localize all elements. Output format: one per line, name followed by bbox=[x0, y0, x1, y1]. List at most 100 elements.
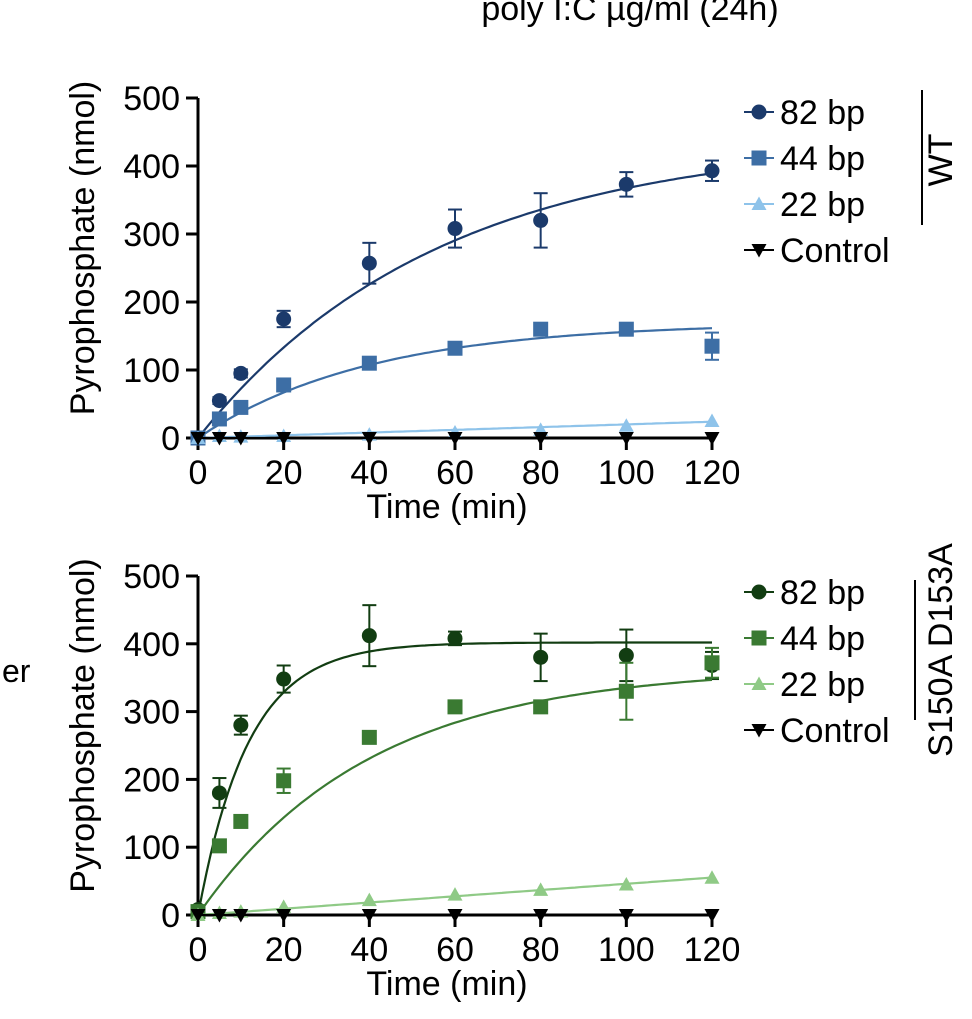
data-point bbox=[361, 729, 377, 745]
data-point bbox=[618, 647, 634, 663]
legend-label: 22 bp bbox=[780, 186, 865, 224]
data-point bbox=[618, 909, 634, 923]
legend-label: 82 bp bbox=[780, 574, 865, 612]
series-control: Control bbox=[190, 232, 890, 446]
x-tick-label: 20 bbox=[265, 931, 303, 969]
data-point bbox=[211, 838, 227, 854]
data-point bbox=[361, 355, 377, 371]
data-point bbox=[361, 909, 377, 923]
y-tick-label: 400 bbox=[123, 148, 180, 186]
data-point bbox=[618, 876, 634, 891]
data-point bbox=[533, 699, 549, 715]
side-fragment: er bbox=[2, 653, 31, 689]
data-point bbox=[704, 413, 720, 427]
data-point bbox=[533, 649, 549, 665]
x-tick-label: 100 bbox=[598, 454, 655, 492]
data-point bbox=[211, 909, 227, 923]
data-point bbox=[704, 909, 720, 923]
y-tick-label: 400 bbox=[123, 626, 180, 664]
data-point bbox=[704, 432, 720, 446]
group-label: WT bbox=[922, 134, 960, 187]
y-tick-label: 500 bbox=[123, 80, 180, 118]
series-control: Control bbox=[190, 712, 890, 923]
x-tick-label: 0 bbox=[189, 931, 208, 969]
chart-panel-wt: 0 100 200 300 400 500 0 20 40 60 80 100 120 Time (min… bbox=[64, 80, 960, 526]
y-tick-label: 300 bbox=[123, 694, 180, 732]
y-tick-label: 200 bbox=[123, 761, 180, 799]
data-point bbox=[447, 630, 463, 646]
data-point bbox=[533, 909, 549, 923]
data-point bbox=[211, 785, 227, 801]
x-tick-label: 60 bbox=[436, 454, 474, 492]
data-point bbox=[276, 432, 292, 446]
data-point bbox=[233, 909, 249, 923]
data-point bbox=[190, 432, 206, 446]
series-82-bp: 82 bp bbox=[190, 94, 865, 446]
data-point bbox=[361, 432, 377, 446]
data-point bbox=[233, 365, 249, 381]
x-tick-label: 20 bbox=[265, 454, 303, 492]
data-point bbox=[361, 628, 377, 644]
data-point bbox=[618, 176, 634, 192]
data-point bbox=[233, 399, 249, 415]
legend-marker bbox=[751, 104, 767, 120]
legend-label: 44 bp bbox=[780, 140, 865, 178]
data-point bbox=[447, 340, 463, 356]
x-tick-label: 80 bbox=[522, 931, 560, 969]
y-tick-label: 100 bbox=[123, 352, 180, 390]
data-point bbox=[276, 773, 292, 789]
data-point bbox=[447, 432, 463, 446]
data-point bbox=[704, 163, 720, 179]
legend-label: Control bbox=[780, 232, 890, 270]
data-point bbox=[276, 377, 292, 393]
data-point bbox=[618, 432, 634, 446]
data-point bbox=[533, 432, 549, 446]
x-tick-label: 0 bbox=[189, 454, 208, 492]
x-tick-label: 40 bbox=[350, 931, 388, 969]
data-point bbox=[447, 909, 463, 923]
legend-marker bbox=[751, 244, 767, 258]
y-tick-label: 200 bbox=[123, 284, 180, 322]
x-tick-label: 40 bbox=[350, 454, 388, 492]
x-tick-label: 120 bbox=[684, 931, 741, 969]
y-tick-label: 300 bbox=[123, 216, 180, 254]
y-axis-title: Pyrophosphate (nmol) bbox=[64, 81, 102, 416]
chart-panel-s150a-d153a: 0 100 200 300 400 500 0 20 40 60 80 100 120 Time (min… bbox=[64, 543, 960, 1003]
data-point bbox=[447, 887, 463, 901]
legend-label: 22 bp bbox=[780, 666, 865, 704]
data-point bbox=[190, 909, 206, 923]
data-point bbox=[533, 321, 549, 337]
series-82-bp: 82 bp bbox=[190, 574, 865, 918]
x-tick-label: 60 bbox=[436, 931, 474, 969]
fit-curve bbox=[196, 641, 712, 916]
data-point bbox=[211, 432, 227, 446]
fit-curve bbox=[197, 678, 713, 916]
group-label: S150A D153A bbox=[922, 543, 960, 757]
x-tick-label: 100 bbox=[598, 931, 655, 969]
data-point bbox=[618, 321, 634, 337]
x-axis-title: Time (min) bbox=[366, 488, 527, 526]
legend-marker bbox=[751, 584, 767, 600]
legend-label: 44 bp bbox=[780, 620, 865, 658]
y-tick-label: 500 bbox=[123, 558, 180, 596]
data-point bbox=[233, 432, 249, 446]
data-point bbox=[276, 671, 292, 687]
data-point bbox=[276, 311, 292, 327]
data-point bbox=[361, 892, 377, 907]
data-point bbox=[533, 882, 549, 896]
data-point bbox=[618, 418, 634, 432]
x-tick-label: 80 bbox=[522, 454, 560, 492]
legend-label: 82 bp bbox=[780, 94, 865, 132]
legend-marker bbox=[751, 150, 767, 166]
y-tick-label: 0 bbox=[161, 897, 180, 935]
data-point bbox=[211, 411, 227, 427]
data-point bbox=[447, 699, 463, 715]
x-axis-title: Time (min) bbox=[366, 965, 527, 1003]
series-44-bp: 44 bp bbox=[190, 620, 865, 920]
legend-marker bbox=[751, 630, 767, 646]
data-point bbox=[233, 717, 249, 733]
data-point bbox=[533, 212, 549, 228]
x-tick-label: 120 bbox=[684, 454, 741, 492]
legend-label: Control bbox=[780, 712, 890, 750]
